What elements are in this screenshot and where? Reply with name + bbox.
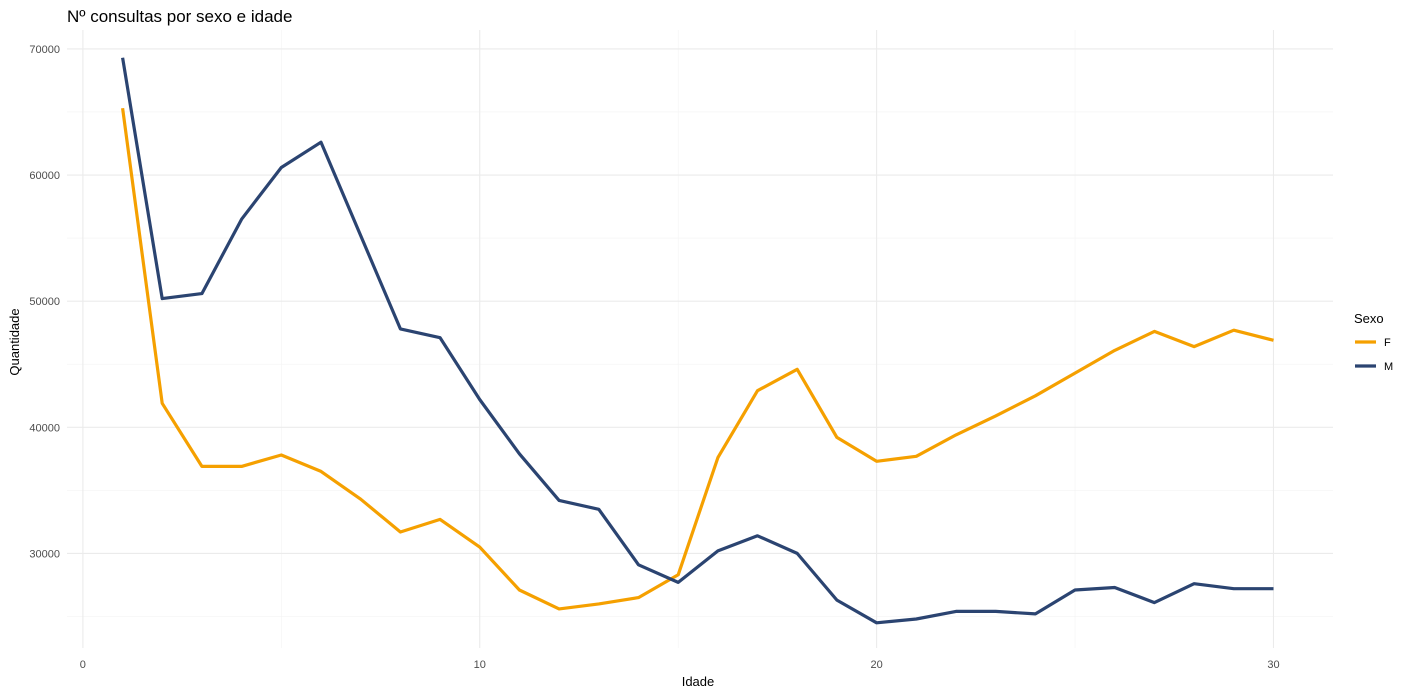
legend-label-m: M xyxy=(1384,361,1393,373)
y-tick-label: 30000 xyxy=(29,548,60,560)
legend: Sexo FM xyxy=(1354,311,1393,373)
y-tick-label: 40000 xyxy=(29,422,60,434)
series-lines xyxy=(121,57,1274,625)
y-tick-label: 60000 xyxy=(29,170,60,182)
y-tick-label: 70000 xyxy=(29,44,60,56)
grid xyxy=(67,30,1333,648)
legend-items: FM xyxy=(1355,337,1393,373)
series-line-m xyxy=(121,57,1274,625)
y-axis-title: Quantidade xyxy=(7,308,22,375)
x-tick-label: 0 xyxy=(80,659,86,671)
x-tick-label: 30 xyxy=(1267,659,1279,671)
y-tick-label: 50000 xyxy=(29,296,60,308)
x-tick-label: 20 xyxy=(870,659,882,671)
chart-title: Nº consultas por sexo e idade xyxy=(67,7,292,26)
x-axis-ticks: 0 10 20 30 xyxy=(80,659,1280,671)
y-axis-ticks: 30000 40000 50000 60000 70000 xyxy=(29,44,60,560)
legend-label-f: F xyxy=(1384,337,1391,349)
legend-title: Sexo xyxy=(1354,311,1384,326)
series-line-f xyxy=(121,107,1274,611)
x-tick-label: 10 xyxy=(474,659,486,671)
x-axis-title: Idade xyxy=(682,674,715,689)
